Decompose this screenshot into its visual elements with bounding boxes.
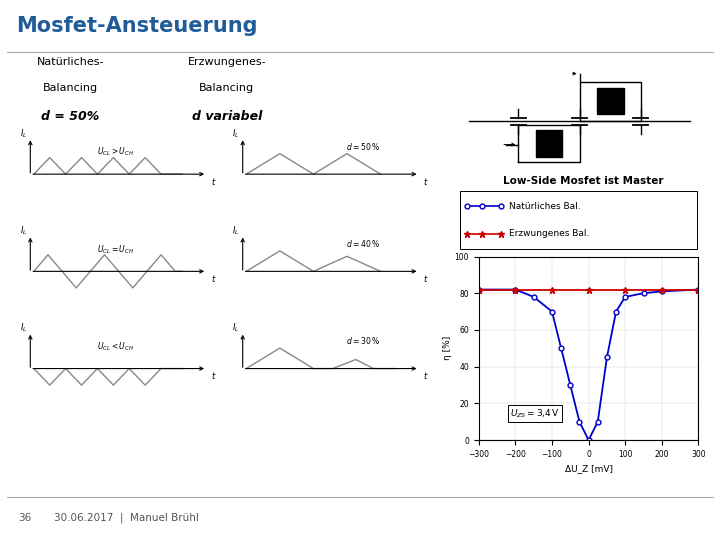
- Bar: [536, 130, 562, 157]
- Text: Balancing: Balancing: [199, 84, 254, 93]
- FancyBboxPatch shape: [459, 192, 697, 248]
- Text: Natürliches-: Natürliches-: [37, 57, 104, 67]
- Text: $I_L$: $I_L$: [232, 224, 239, 237]
- Text: $I_L$: $I_L$: [19, 321, 27, 334]
- Text: 30.06.2017  |  Manuel Brühl: 30.06.2017 | Manuel Brühl: [54, 513, 199, 523]
- Text: $t$: $t$: [210, 273, 216, 284]
- Text: $d=30\,\%$: $d=30\,\%$: [346, 335, 380, 346]
- Text: d = 50%: d = 50%: [41, 110, 99, 123]
- Text: Erzwungenes Bal.: Erzwungenes Bal.: [508, 229, 589, 238]
- Text: d variabel: d variabel: [192, 110, 262, 123]
- Text: Balancing: Balancing: [42, 84, 98, 93]
- Text: $d=50\,\%$: $d=50\,\%$: [346, 140, 380, 152]
- Text: $t$: $t$: [210, 176, 216, 187]
- Text: $t$: $t$: [423, 176, 428, 187]
- Text: $I_L$: $I_L$: [232, 321, 239, 334]
- Bar: [597, 88, 624, 114]
- Text: $U_{CL}=U_{CH}$: $U_{CL}=U_{CH}$: [96, 243, 134, 256]
- Text: $U_{ZS}=3{,}4\,\mathrm{V}$: $U_{ZS}=3{,}4\,\mathrm{V}$: [510, 407, 560, 420]
- Text: $I_L$: $I_L$: [19, 127, 27, 139]
- Text: $I_L$: $I_L$: [19, 224, 27, 237]
- Text: $t$: $t$: [210, 370, 216, 381]
- Text: $d=40\,\%$: $d=40\,\%$: [346, 238, 380, 249]
- Text: $I_L$: $I_L$: [232, 127, 239, 139]
- Text: Mosfet-Ansteuerung: Mosfet-Ansteuerung: [16, 16, 257, 36]
- Text: Erzwungenes-: Erzwungenes-: [187, 57, 266, 67]
- Text: $U_{CL}<U_{CH}$: $U_{CL}<U_{CH}$: [96, 340, 134, 353]
- Text: $t$: $t$: [423, 273, 428, 284]
- Text: Natürliches Bal.: Natürliches Bal.: [508, 202, 580, 211]
- Text: $t$: $t$: [423, 370, 428, 381]
- X-axis label: ΔU_Z [mV]: ΔU_Z [mV]: [564, 464, 613, 474]
- Text: $U_{CL}>U_{CH}$: $U_{CL}>U_{CH}$: [96, 146, 134, 158]
- Text: Low-Side Mosfet ist Master: Low-Side Mosfet ist Master: [503, 176, 663, 186]
- Y-axis label: η [%]: η [%]: [443, 336, 452, 360]
- Text: 36: 36: [18, 513, 31, 523]
